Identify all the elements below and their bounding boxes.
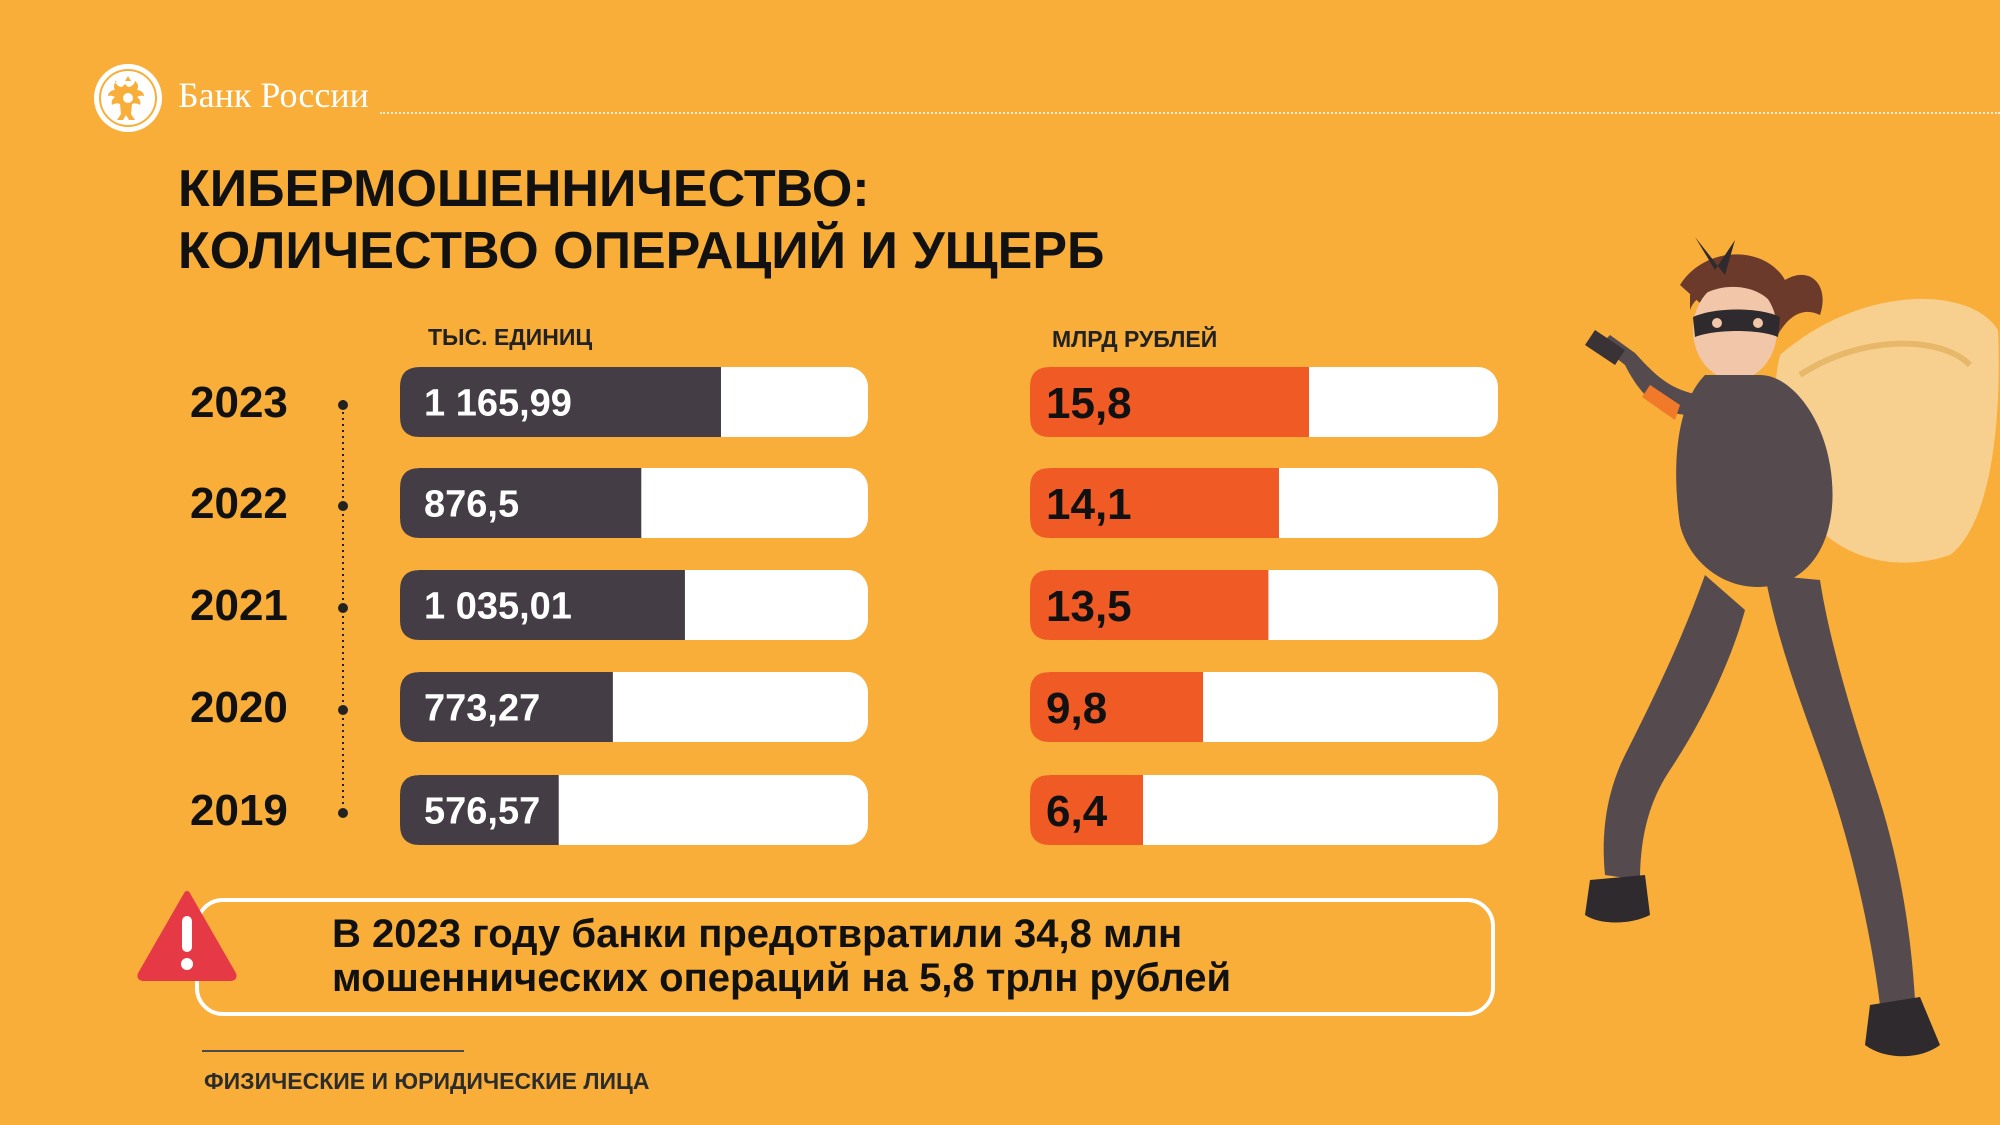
bar-value-label: 9,8: [1046, 684, 1107, 733]
bar-value-label: 13,5: [1046, 582, 1132, 631]
header-divider: [380, 112, 2000, 114]
bar-value-label: 6,4: [1046, 787, 1108, 836]
bar: [1030, 570, 1269, 640]
bar: [400, 468, 642, 538]
bar-value-label: 1 165,99: [424, 383, 572, 425]
bar-value-label: 15,8: [1046, 379, 1132, 428]
alert-line-1: В 2023 году банки предотвратили 34,8 млн: [332, 912, 1183, 956]
bar: [1030, 468, 1280, 538]
bar: [1030, 672, 1204, 742]
timeline-dot: [338, 705, 348, 715]
masked-thief-with-sack-icon: [1585, 237, 1999, 1057]
bar: [400, 570, 685, 640]
year-label: 2021: [190, 581, 288, 630]
bank-name: Банк России: [178, 75, 369, 115]
page-title-line-2: КОЛИЧЕСТВО ОПЕРАЦИЙ И УЩЕРБ: [178, 222, 1105, 280]
double-headed-eagle-icon: [94, 64, 162, 132]
timeline-dot: [338, 808, 348, 818]
bar-value-label: 773,27: [424, 688, 540, 730]
timeline-dot: [338, 501, 348, 511]
year-label: 2022: [190, 479, 288, 528]
alert-message: В 2023 году банки предотвратили 34,8 млн…: [332, 912, 1482, 1000]
bar-value-label: 14,1: [1046, 480, 1132, 529]
bar-value-label: 1 035,01: [424, 586, 572, 628]
bar-value-label: 576,57: [424, 791, 540, 833]
bar: [400, 367, 721, 437]
chart-unit-label: МЛРД РУБЛЕЙ: [1052, 325, 1217, 352]
year-label: 2020: [190, 683, 288, 732]
page-title: КИБЕРМОШЕННИЧЕСТВО: КОЛИЧЕСТВО ОПЕРАЦИЙ …: [178, 158, 1104, 282]
warning-icon: [137, 891, 237, 981]
year-label: 2023: [190, 378, 288, 427]
page-title-line-1: КИБЕРМОШЕННИЧЕСТВО:: [178, 160, 870, 218]
year-label: 2019: [190, 786, 288, 835]
bar: [1030, 367, 1310, 437]
footer-note: ФИЗИЧЕСКИЕ И ЮРИДИЧЕСКИЕ ЛИЦА: [204, 1068, 650, 1094]
bar-value-label: 876,5: [424, 484, 519, 526]
bar: [400, 775, 559, 845]
alert-line-2: мошеннических операций на 5,8 трлн рубле…: [332, 956, 1232, 1000]
bar-track: [1030, 775, 1498, 845]
bar: [400, 672, 613, 742]
footer-divider: [202, 1050, 464, 1052]
chart-unit-label: ТЫС. ЕДИНИЦ: [428, 324, 592, 350]
timeline-dot: [338, 400, 348, 410]
bar: [1030, 775, 1144, 845]
timeline-dot: [338, 603, 348, 613]
